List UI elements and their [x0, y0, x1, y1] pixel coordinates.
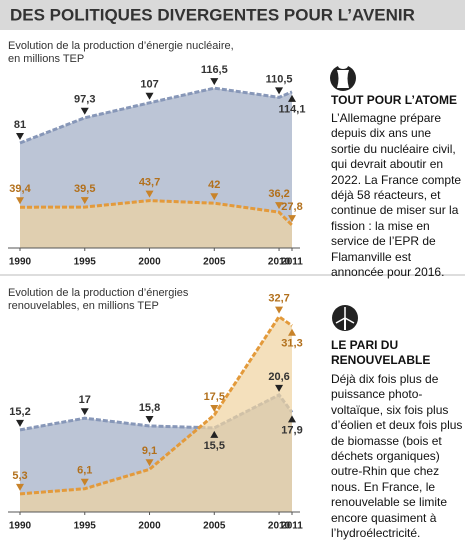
value-label: 9,1	[142, 445, 157, 457]
x-tick-label: 1990	[9, 257, 32, 268]
marker	[275, 306, 284, 314]
marker	[275, 202, 284, 210]
value-label: 17,5	[204, 391, 225, 403]
marker	[80, 408, 89, 416]
value-label: 32,7	[268, 293, 289, 305]
value-label: 43,7	[139, 176, 160, 188]
sidebar-text: Déjà dix fois plus de puissance photo­vo…	[331, 372, 463, 541]
x-tick-label: 2010	[268, 257, 291, 268]
marker	[16, 132, 24, 140]
value-label: 31,3	[281, 338, 302, 350]
x-tick-label: 2011	[281, 257, 303, 268]
area	[20, 316, 292, 512]
marker	[288, 215, 296, 223]
wind-icon	[332, 305, 358, 331]
value-label: 114,1	[279, 104, 306, 116]
chart-subtitle: Evolution de la production d’énergie nuc…	[8, 40, 234, 65]
x-tick-label: 2010	[268, 521, 291, 532]
sidebar-text: L’Allemagne prépare depuis dix ans une s…	[331, 111, 462, 280]
x-tick-label: 1995	[74, 257, 97, 268]
marker	[145, 190, 154, 198]
marker	[145, 415, 154, 423]
area	[20, 200, 292, 248]
marker	[288, 94, 296, 102]
line	[19, 199, 294, 227]
page-title: DES POLITIQUES DIVERGENTES POUR L’AVENIR	[10, 5, 415, 24]
marker	[145, 459, 154, 467]
sidebar-heading: TOUT POUR L’ATOME	[331, 93, 458, 107]
value-label: 20,6	[268, 371, 289, 383]
x-tick-label: 2005	[203, 521, 226, 532]
x-tick-label: 2000	[138, 257, 161, 268]
value-label: 36,2	[268, 188, 289, 200]
marker	[210, 193, 219, 201]
value-label: 39,4	[9, 183, 31, 195]
sidebar-heading: LE PARI DU RENOUVELABLE	[331, 338, 431, 367]
value-label: 5,3	[12, 470, 27, 482]
value-label: 17,9	[281, 424, 302, 436]
marker	[16, 419, 24, 427]
value-label: 15,5	[204, 440, 225, 452]
marker	[210, 404, 219, 412]
marker	[80, 197, 89, 205]
value-label: 15,8	[139, 402, 160, 414]
marker	[145, 92, 154, 100]
line	[19, 86, 293, 145]
x-tick-label: 1995	[74, 521, 97, 532]
x-tick-label: 2011	[281, 521, 303, 532]
marker	[288, 415, 296, 423]
value-label: 97,3	[74, 94, 95, 106]
marker	[16, 197, 24, 205]
line	[19, 314, 293, 496]
x-tick-label: 2000	[138, 521, 161, 532]
x-tick-label: 2005	[203, 257, 226, 268]
chart-subtitle: Evolution de la production d’énergies re…	[8, 287, 189, 312]
value-label: 27,8	[281, 201, 302, 213]
marker	[80, 107, 89, 115]
value-label: 116,5	[201, 64, 228, 76]
value-label: 110,5	[266, 73, 293, 85]
value-label: 81	[14, 119, 26, 131]
nuclear-icon	[330, 63, 356, 91]
value-label: 6,1	[77, 465, 92, 477]
value-label: 39,5	[74, 183, 95, 195]
line	[19, 393, 294, 432]
marker	[275, 87, 284, 95]
value-label: 15,2	[9, 406, 30, 418]
marker	[16, 483, 24, 491]
marker	[210, 430, 219, 438]
marker	[80, 478, 89, 486]
value-label: 17	[79, 394, 91, 406]
value-label: 107	[140, 79, 158, 91]
x-tick-label: 1990	[9, 521, 32, 532]
value-label: 42	[208, 179, 220, 191]
marker	[210, 78, 219, 86]
marker	[288, 328, 296, 336]
marker	[275, 384, 284, 392]
title-bar	[0, 0, 465, 30]
